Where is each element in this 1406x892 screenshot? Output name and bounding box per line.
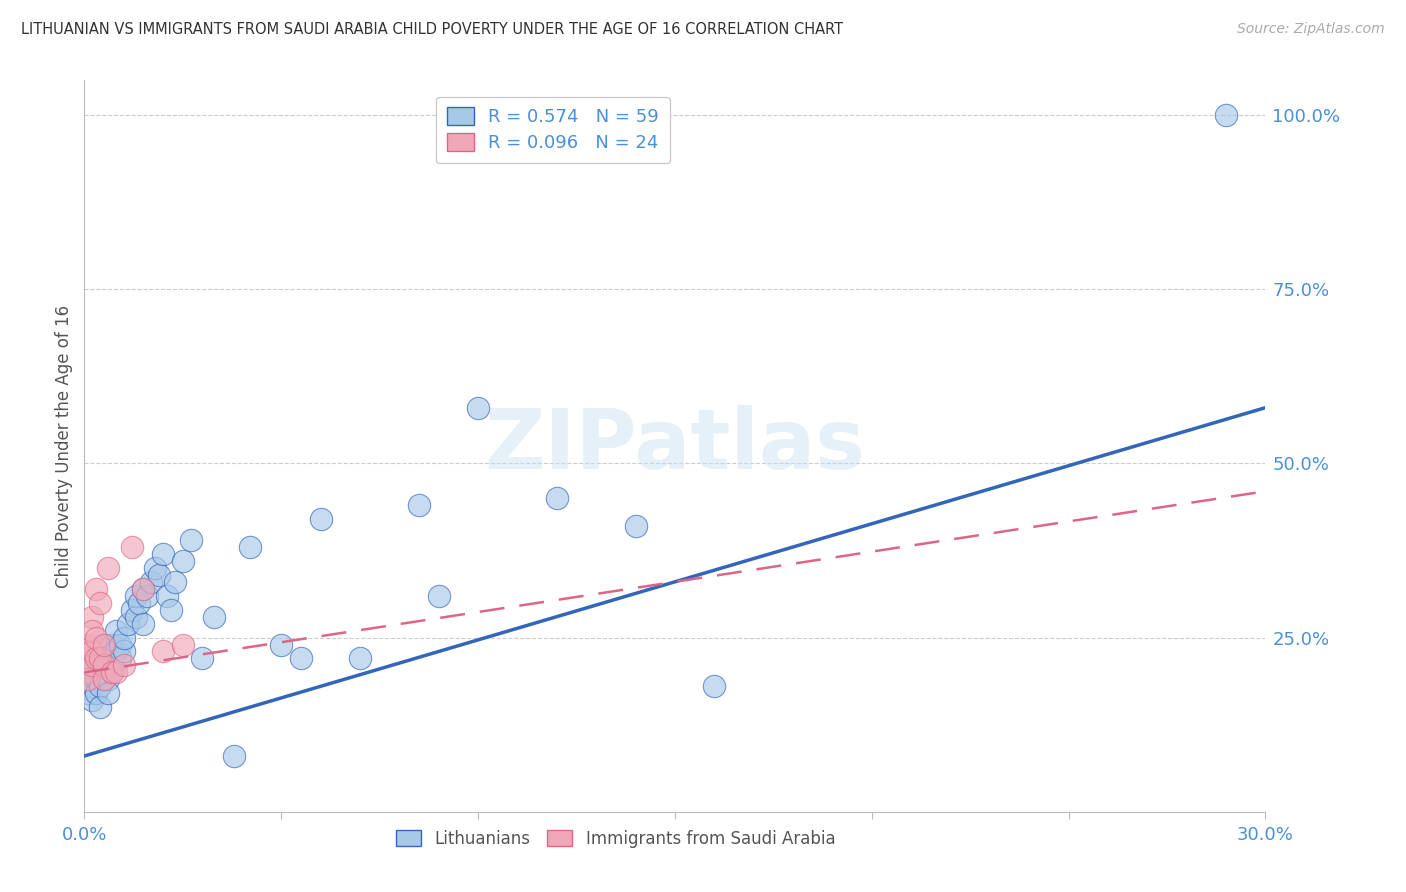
Point [156,589,179,603]
Point [270,638,292,652]
Point [546,491,568,506]
Point [97,673,120,687]
Point [136,589,159,603]
Point [132,616,155,631]
Point [89,596,111,610]
Point [77,638,100,652]
Point [101,665,124,680]
Point [309,512,332,526]
Point [84,673,107,687]
Point [82,693,104,707]
Point [143,561,166,575]
Point [124,589,146,603]
Point [82,644,104,658]
Point [93,673,115,687]
Text: LITHUANIAN VS IMMIGRANTS FROM SAUDI ARABIA CHILD POVERTY UNDER THE AGE OF 16 COR: LITHUANIAN VS IMMIGRANTS FROM SAUDI ARAB… [21,22,844,37]
Point [117,616,139,631]
Point [132,582,155,596]
Point [112,644,135,658]
Point [77,651,100,665]
Point [152,547,174,561]
Point [172,638,194,652]
Point [202,609,225,624]
Point [84,582,107,596]
Point [89,651,111,665]
Text: Source: ZipAtlas.com: Source: ZipAtlas.com [1237,22,1385,37]
Point [222,749,245,764]
Legend: Lithuanians, Immigrants from Saudi Arabia: Lithuanians, Immigrants from Saudi Arabi… [389,823,842,855]
Point [82,624,104,638]
Point [141,574,163,589]
Point [93,651,115,665]
Text: ZIPatlas: ZIPatlas [485,406,865,486]
Point [191,651,214,665]
Point [77,686,100,700]
Point [104,665,127,680]
Point [427,589,450,603]
Point [104,624,127,638]
Point [467,401,489,415]
Point [124,609,146,624]
Point [408,498,430,512]
Point [128,596,150,610]
Point [121,540,143,554]
Point [148,567,170,582]
Point [290,651,312,665]
Point [101,651,124,665]
Point [93,638,115,652]
Point [132,582,155,596]
Point [77,665,100,680]
Point [163,574,186,589]
Point [112,631,135,645]
Point [112,658,135,673]
Point [82,609,104,624]
Point [101,638,124,652]
Point [82,658,104,673]
Point [89,679,111,693]
Point [121,603,143,617]
Point [1215,108,1237,122]
Point [108,651,131,665]
Point [93,673,115,687]
Point [239,540,262,554]
Point [104,644,127,658]
Point [703,679,725,693]
Point [84,686,107,700]
Point [349,651,371,665]
Point [82,679,104,693]
Point [97,658,120,673]
Y-axis label: Child Poverty Under the Age of 16: Child Poverty Under the Age of 16 [55,304,73,588]
Point [84,651,107,665]
Point [97,561,120,575]
Point [152,644,174,658]
Point [172,554,194,568]
Point [101,665,124,680]
Point [84,631,107,645]
Point [97,686,120,700]
Point [89,658,111,673]
Point [160,603,183,617]
Point [82,665,104,680]
Point [93,658,115,673]
Point [89,700,111,714]
Point [93,638,115,652]
Point [108,638,131,652]
Point [93,665,115,680]
Point [180,533,202,547]
Point [624,519,647,533]
Point [77,673,100,687]
Point [84,651,107,665]
Point [77,673,100,687]
